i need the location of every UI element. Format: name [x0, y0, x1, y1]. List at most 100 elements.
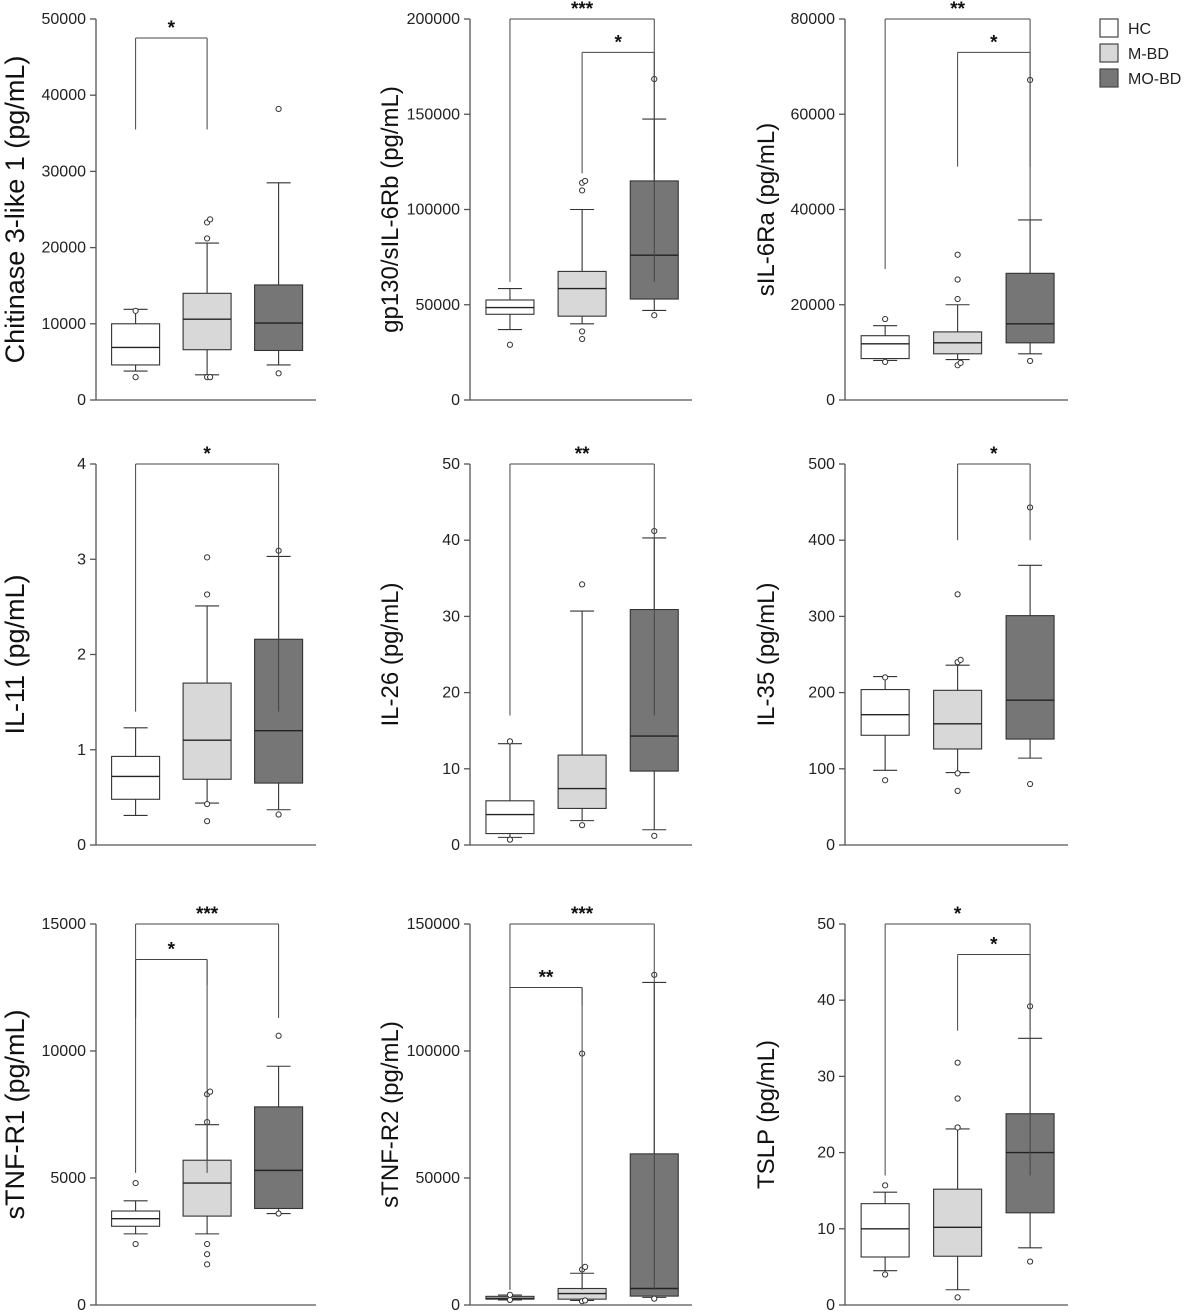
iqr-box [111, 755, 161, 800]
outlier-point [882, 1271, 889, 1278]
outlier-point [204, 1251, 211, 1258]
y-axis-label: sIL-6Ra (pg/mL) [753, 123, 780, 296]
outlier-point [1026, 357, 1034, 365]
legend-swatch-hc [1099, 18, 1119, 38]
outlier-point [275, 370, 282, 377]
y-tick-label: 40000 [791, 202, 836, 219]
outlier-point [954, 1059, 961, 1066]
y-tick-label: 0 [826, 1297, 835, 1314]
y-tick-label: 0 [826, 392, 835, 409]
significance-label: *** [571, 0, 594, 20]
significance-label: * [203, 444, 211, 465]
box-hc [860, 674, 910, 784]
box-m-bd [182, 554, 232, 825]
significance-label: ** [539, 968, 554, 989]
box-hc [111, 307, 161, 381]
y-tick-label: 50 [817, 916, 835, 933]
iqr-box [933, 689, 983, 750]
y-tick-label: 10000 [42, 1043, 87, 1060]
outlier-point [506, 738, 514, 745]
outlier-point [954, 1095, 961, 1102]
outlier-point [582, 1263, 589, 1271]
outlier-point [954, 770, 961, 777]
iqr-box [860, 689, 910, 736]
significance-label: * [168, 18, 176, 39]
y-axis-label: sTNF-R2 (pg/mL) [377, 1021, 404, 1208]
y-tick-label: 20 [442, 685, 460, 702]
significance-bracket: ** [509, 968, 583, 1290]
iqr-box [254, 1106, 304, 1210]
significance-bracket: * [957, 32, 1031, 167]
y-tick-label: 20 [817, 1145, 835, 1162]
iqr-box [933, 1188, 983, 1257]
significance-bracket: * [957, 444, 1031, 541]
y-tick-label: 60000 [791, 106, 836, 123]
outlier-point [582, 1297, 589, 1304]
iqr-box [254, 284, 304, 352]
outlier-point [204, 800, 211, 808]
legend-label-hc: HC [1128, 21, 1151, 38]
y-tick-label: 30 [817, 1068, 835, 1085]
outlier-point [882, 674, 889, 681]
y-tick-label: 20000 [791, 297, 836, 314]
iqr-box [860, 1203, 910, 1258]
y-tick-label: 400 [808, 532, 835, 549]
iqr-box [111, 323, 161, 366]
outlier-point [207, 374, 214, 381]
outlier-point [954, 276, 961, 283]
outlier-point [204, 554, 211, 561]
y-tick-label: 80000 [791, 11, 836, 28]
outlier-point [204, 591, 211, 598]
y-axis-label: IL-35 (pg/mL) [753, 582, 780, 726]
y-axis-label: sTNF-R1 (pg/mL) [0, 1009, 30, 1219]
significance-label: *** [571, 904, 594, 925]
y-tick-label: 30 [442, 608, 460, 625]
y-tick-label: 150000 [407, 106, 460, 123]
y-tick-label: 40 [442, 532, 460, 549]
outlier-point [957, 359, 964, 366]
outlier-point [882, 358, 889, 365]
outlier-point [132, 374, 139, 381]
y-tick-label: 40 [817, 992, 835, 1009]
y-tick-label: 200000 [407, 11, 460, 28]
box-m-bd [557, 581, 607, 829]
outlier-point [579, 581, 586, 588]
outlier-point [651, 312, 658, 319]
y-tick-label: 15000 [42, 916, 87, 933]
outlier-point [651, 1295, 658, 1302]
legend-label-mo-bd: MO-BD [1128, 71, 1181, 88]
y-tick-label: 3 [77, 551, 86, 568]
outlier-point [275, 1210, 282, 1217]
significance-label: * [168, 940, 176, 961]
y-tick-label: 200 [808, 685, 835, 702]
y-axis-label: IL-26 (pg/mL) [377, 582, 404, 726]
outlier-point [882, 777, 889, 784]
y-tick-label: 150000 [407, 916, 460, 933]
y-axis-label: gp130/sIL-6Rb (pg/mL) [377, 86, 404, 333]
iqr-box [485, 800, 535, 835]
outlier-point [954, 787, 961, 794]
outlier-point [954, 1124, 961, 1131]
significance-label: * [990, 32, 998, 53]
significance-label: *** [196, 904, 219, 925]
box-m-bd [557, 1050, 607, 1305]
outlier-point [132, 307, 139, 314]
outlier-point [207, 1088, 214, 1095]
y-tick-label: 0 [451, 392, 460, 409]
outlier-point [651, 832, 658, 839]
legend-swatch-mo-bd [1099, 68, 1119, 88]
significance-label: * [990, 444, 998, 465]
iqr-box [182, 292, 232, 351]
outlier-point [204, 818, 211, 825]
panel-6: 0 100 200 300 400 500 IL-35 (pg/mL) * [753, 444, 1068, 854]
box-mo-bd [1005, 76, 1055, 365]
outlier-point [1026, 1258, 1034, 1265]
iqr-box [860, 335, 910, 360]
box-hc [111, 727, 161, 817]
outlier-point [204, 1261, 211, 1268]
significance-bracket: * [135, 18, 208, 130]
